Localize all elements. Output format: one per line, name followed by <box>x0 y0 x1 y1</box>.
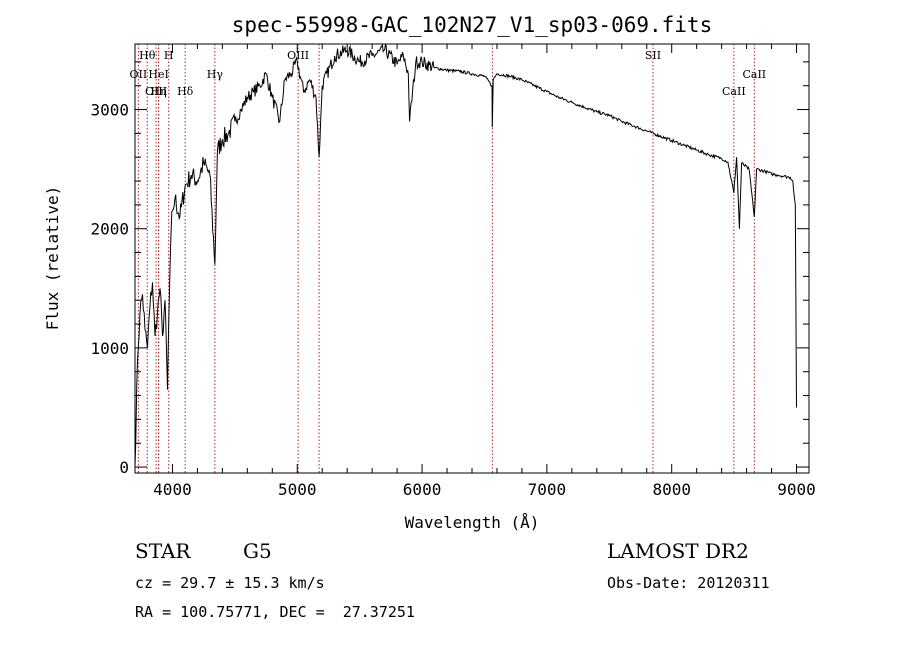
chart-title: spec-55998-GAC_102N27_V1_sp03-069.fits <box>232 13 712 37</box>
y-axis-label: Flux (relative) <box>43 186 62 331</box>
flux-series-line <box>134 43 797 468</box>
emission-line-label: Hδ <box>177 85 194 98</box>
emission-line-label: OIII <box>145 85 167 98</box>
emission-line-label: OIII <box>287 49 309 62</box>
tick-label: 7000 <box>528 480 567 499</box>
observation-date: Obs-Date: 20120311 <box>607 574 770 592</box>
emission-line-label: Hθ <box>139 49 156 62</box>
redshift-cz: cz = 29.7 ± 15.3 km/s <box>135 574 325 592</box>
emission-line-label: HeI <box>148 68 168 81</box>
emission-line-label: CaII <box>722 85 746 98</box>
emission-line-label: H <box>164 49 174 62</box>
object-class: STAR <box>135 539 191 563</box>
tick-label: 5000 <box>278 480 317 499</box>
emission-line-label: SII <box>645 49 661 62</box>
tick-label: 6000 <box>403 480 442 499</box>
axis-ticks: 4000 5000 6000 7000 8000 9000 0 1000 2000 3000 <box>90 44 816 499</box>
tick-label: 0 <box>119 458 129 477</box>
survey-name: LAMOST DR2 <box>607 539 749 563</box>
emission-line-label: OII <box>130 68 148 81</box>
tick-label: 4000 <box>153 480 192 499</box>
emission-line-label: Hγ <box>207 68 224 81</box>
object-subclass: G5 <box>243 539 272 563</box>
ra-dec: RA = 100.75771, DEC = 27.37251 <box>135 603 415 621</box>
plot-frame <box>134 43 810 474</box>
tick-label: 3000 <box>90 101 129 120</box>
emission-line-label: Hη <box>150 85 166 98</box>
tick-label: 8000 <box>652 480 691 499</box>
x-axis-label: Wavelength (Å) <box>405 513 540 532</box>
emission-line-label: CaII <box>742 68 766 81</box>
tick-label: 9000 <box>777 480 816 499</box>
tick-label: 2000 <box>90 220 129 239</box>
tick-label: 1000 <box>90 339 129 358</box>
